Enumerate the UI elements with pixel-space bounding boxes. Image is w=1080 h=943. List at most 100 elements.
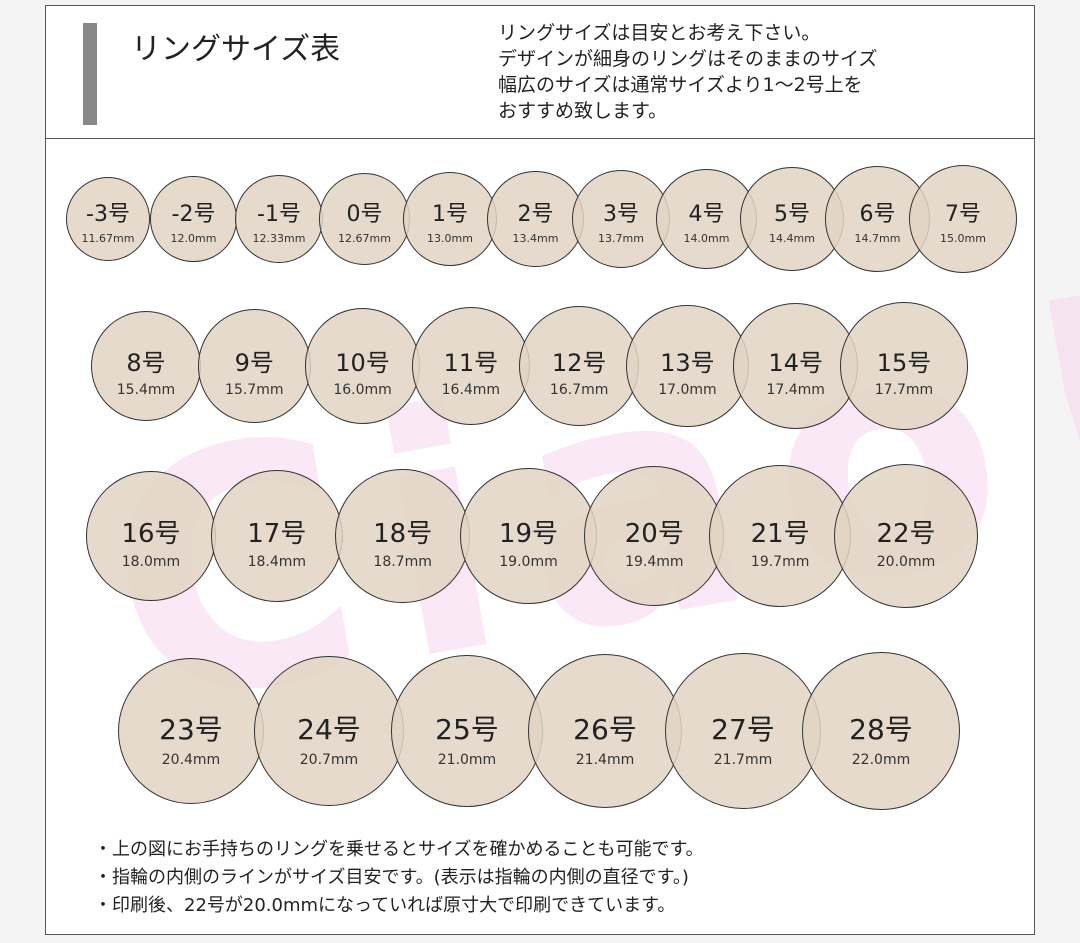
note: デザインが細身のリングはそのままのサイズ [498,48,878,70]
note: リングサイズは目安とお考え下さい。 [498,22,821,44]
ring: 4号 14.0mm [656,168,757,270]
ring: 14号 17.4mm [733,303,859,429]
header-bar [83,23,97,125]
ring-size: 26号 [573,712,637,746]
ring-diameter: 20.7mm [299,751,359,768]
ring: 16号 18.0mm [86,471,216,601]
ring-diameter: 21.7mm [713,751,773,768]
ring: 27号 21.7mm [664,652,822,810]
footer: ・上の図にお手持ちのリングを乗せるとサイズを確かめることも可能です。 ・指輪の内… [94,836,704,920]
ring-diameter: 14.4mm [769,231,815,245]
ring-size: 23号 [159,712,223,746]
ring-size: 4号 [688,201,725,227]
ring-diameter: 18.7mm [373,553,432,570]
footer-note: ・指輪の内側のラインがサイズ目安です。(表示は指輪の内側の直径です。) [94,867,689,888]
size-chart-frame: Ciao! リングサイズ表 リングサイズは目安とお考え下さい。 デザインが細身の… [45,5,1080,935]
ring-diameter: 13.7mm [598,231,644,245]
ring-diameter: 11.67mm [81,231,135,245]
ring-diameter: 20.0mm [876,554,936,570]
ring-size: -1号 [257,201,301,227]
header: リングサイズ表 リングサイズは目安とお考え下さい。 デザインが細身のリングはその… [46,6,1034,139]
ring-size: 22号 [876,519,936,549]
ring-size: 1号 [431,201,468,227]
ring-size: 27号 [711,712,775,746]
note: おすすめ致します。 [498,100,668,122]
ring: 20号 19.4mm [584,466,725,606]
ring-size: 3号 [602,201,639,227]
ring-size: 6号 [859,201,896,227]
ring-diameter: 15.0mm [940,232,986,245]
ring-diameter: 22.0mm [851,751,911,768]
ring: 17号 18.4mm [210,469,344,603]
ring: 22号 20.0mm [834,464,978,608]
ring-diameter: 15.4mm [116,381,176,398]
ring-diameter: 12.0mm [170,231,217,245]
ring-size: 20号 [624,518,684,549]
ring: 3号 13.7mm [571,169,671,269]
ring-diameter: 18.0mm [121,553,181,570]
ring: 19号 19.0mm [460,467,597,605]
ring-diameter: 16.7mm [549,381,609,398]
ring: 28号 22.0mm [801,651,961,811]
ring: 12号 16.7mm [519,305,640,427]
ring-size: 2号 [517,201,554,227]
ring-diameter: 19.7mm [750,553,810,570]
ring: 18号 18.7mm [335,468,470,604]
ring-diameter: 19.4mm [625,553,684,570]
ring-diameter: 14.7mm [854,231,901,245]
ring-size: 19号 [498,518,559,549]
ring: 11号 16.4mm [411,306,530,426]
ring-size: 15号 [876,348,932,377]
ring: 25号 21.0mm [391,655,543,807]
ring: -1号 12.33mm [234,174,324,264]
ring: 8号 15.4mm [90,310,202,422]
footer-note: ・上の図にお手持ちのリングを乗せるとサイズを確かめることも可能です。 [94,839,704,860]
ring-diameter: 21.0mm [437,751,497,768]
ring-size: -2号 [171,201,216,227]
ring: 26号 21.4mm [527,653,683,809]
ring-diameter: 21.4mm [575,751,635,768]
ring-diameter: 19.0mm [499,553,558,570]
ring-diameter: 12.33mm [252,231,306,245]
ring-size: 13号 [660,348,715,377]
ring-diameter: 17.7mm [874,381,934,398]
ring-diameter: 13.0mm [427,231,473,245]
ring-size: 10号 [335,348,390,377]
ring: 9号 15.7mm [197,309,311,423]
ring: 15号 17.7mm [840,302,968,430]
ring-size: 14号 [768,348,823,377]
ring: 1号 13.0mm [403,172,497,266]
ring: -3号 11.67mm [65,176,150,261]
footer-note: ・印刷後、22号が20.0mmになっていれば原寸大で印刷できています。 [94,895,676,916]
ring-size: 28号 [849,712,913,746]
ring-size: 16号 [121,518,181,549]
ring-size: 18号 [373,518,433,549]
ring-size: 25号 [435,712,499,746]
ring-diameter: 12.67mm [338,231,391,245]
ring-size: 24号 [297,712,361,746]
ring-size: 8号 [126,348,166,377]
ring-size: 17号 [247,518,307,549]
ring-diameter: 17.4mm [766,381,825,398]
ring: 13号 17.0mm [626,304,749,428]
note: 幅広のサイズは通常サイズより1～2号上を [498,74,863,96]
ring-diameter: 16.0mm [333,381,392,398]
ring: 0号 12.67mm [318,173,411,265]
ring-size: 5号 [773,201,810,227]
ring: -2号 12.0mm [150,175,237,263]
ring: 10号 16.0mm [304,308,421,424]
ring-size: 21号 [750,518,810,549]
notes: リングサイズは目安とお考え下さい。 デザインが細身のリングはそのままのサイズ 幅… [498,20,877,124]
ring-size: 12号 [551,348,607,377]
ring-diameter: 14.0mm [683,231,730,245]
ring-diameter: 13.4mm [512,231,559,245]
ring-diameter: 20.4mm [161,751,221,768]
title: リングサイズ表 [131,32,341,67]
ring: 24号 20.7mm [254,656,404,806]
ring-diameter: 18.4mm [247,553,307,570]
ring: 2号 13.4mm [487,170,584,268]
ring-size: -3号 [86,201,130,227]
ring-size: 9号 [234,348,274,377]
